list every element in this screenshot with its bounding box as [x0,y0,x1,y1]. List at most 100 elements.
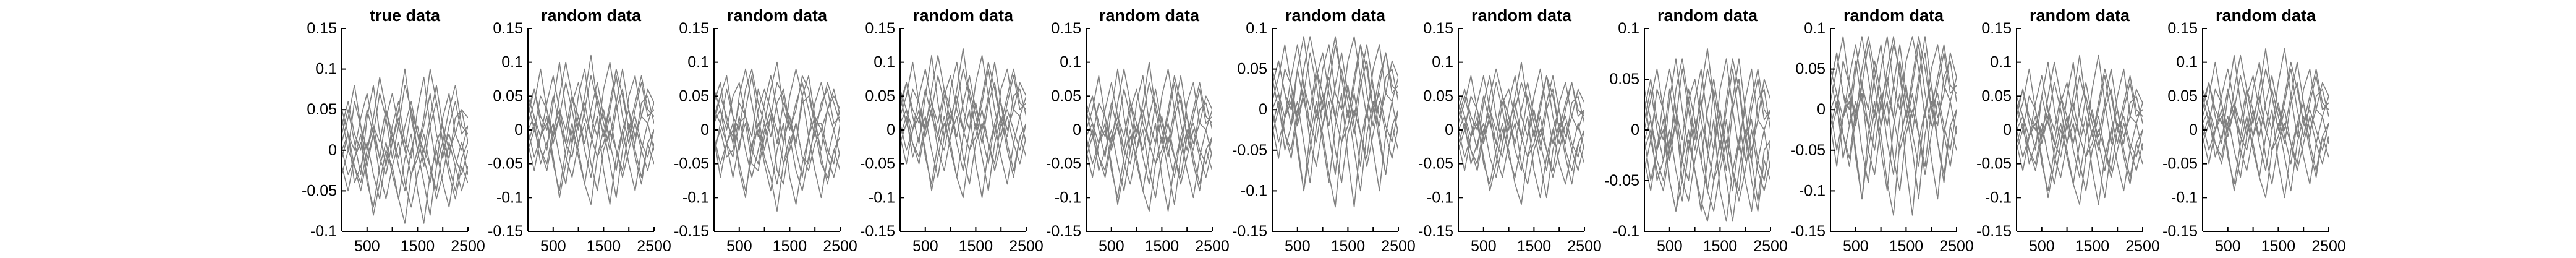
x-tick-label: 1500 [959,238,993,255]
series-line [1458,75,1584,144]
y-tick-label: 0.15 [307,20,337,37]
y-tick-label: 0.15 [1051,20,1081,37]
chart-title: random data [913,6,1014,25]
series-line [2017,116,2143,192]
series-line [900,61,1026,137]
series-group [1830,36,1957,216]
y-tick-label: 0.15 [493,20,523,37]
x-tick-label: 2500 [2311,238,2346,255]
series-line [2203,109,2329,185]
series-line [1830,44,1957,135]
y-tick-label: 0.05 [1051,87,1081,105]
chart-title: random data [1285,6,1386,25]
chart-panel: random data -0.15 -0.1 -0.05 0 0.05 0.1 0.15 500… [1976,6,2160,255]
y-tick-label: 0.15 [679,20,709,37]
series-line [528,116,654,192]
y-tick-label: -0.05 [488,155,523,173]
chart-panel: random data -0.1 -0.05 0 0.05 0.1 500 1500 2500 [1604,6,1788,255]
x-tick-label: 1500 [401,238,435,255]
series-line [1644,58,1770,161]
series-group [1458,61,1584,205]
y-tick-label: -0.1 [1055,189,1081,206]
chart-panel: random data -0.15 -0.1 -0.05 0 0.05 0.1 500 1500… [1232,6,1416,255]
series-group [1272,36,1398,208]
y-tick-label: -0.1 [682,189,709,206]
series-line [1644,119,1770,212]
chart-title: random data [1471,6,1572,25]
chart-panel: random data -0.15 -0.1 -0.05 0 0.05 0.1 0.15 500… [1046,6,1230,255]
y-tick-label: -0.05 [1604,172,1639,189]
chart-title: random data [2216,6,2316,25]
series-line [528,102,654,171]
series-line [1272,36,1398,127]
x-tick-label: 2500 [1567,238,1602,255]
series-line [1272,93,1398,184]
y-tick-label: 0.05 [307,101,337,118]
series-line [2203,95,2329,165]
series-line [714,61,840,137]
x-tick-label: 1500 [773,238,807,255]
y-tick-label: -0.05 [1232,142,1267,159]
x-tick-label: 1500 [1145,238,1180,255]
series-group [900,48,1026,199]
series-line [2017,68,2143,144]
x-tick-label: 500 [2215,238,2241,255]
x-tick-label: 1500 [1331,238,1366,255]
chart-panel: random data -0.15 -0.1 -0.05 0 0.05 0.1 500 1500… [1790,6,1974,255]
series-line [900,109,1026,185]
y-tick-label: -0.05 [860,155,895,173]
y-tick-label: -0.05 [2162,155,2198,173]
series-line [1830,36,1957,127]
y-tick-label: -0.15 [2162,223,2198,240]
series-line [342,76,468,175]
series-line [900,116,1026,199]
y-tick-label: -0.05 [1976,155,2012,173]
series-line [1272,101,1398,208]
y-tick-label: 0 [1817,101,1826,118]
y-tick-label: -0.15 [1046,223,1081,240]
y-tick-label: 0.05 [1423,87,1453,105]
x-tick-label: 2500 [823,238,857,255]
y-tick-label: 0.1 [315,61,337,78]
y-tick-label: -0.1 [1799,182,1826,199]
y-tick-label: 0 [2189,121,2198,139]
y-tick-label: 0.15 [865,20,895,37]
x-tick-label: 500 [1285,238,1311,255]
y-tick-label: 0.05 [1981,87,2012,105]
x-tick-label: 2500 [1753,238,1788,255]
y-tick-label: -0.15 [488,223,523,240]
series-line [1830,36,1957,127]
series-line [1458,123,1584,205]
series-group [342,68,468,224]
series-line [1086,75,1212,151]
series-line [2017,102,2143,171]
series-group [1644,48,1770,222]
y-tick-label: 0.1 [1246,20,1267,37]
y-tick-label: 0.1 [501,54,523,71]
y-tick-label: -0.1 [496,189,523,206]
series-line [528,123,654,205]
y-tick-label: 0.1 [687,54,709,71]
x-tick-label: 1500 [1703,238,1738,255]
series-line [900,95,1026,165]
y-tick-label: 0 [1073,121,1081,139]
y-tick-label: 0 [328,142,337,159]
x-tick-label: 500 [726,238,752,255]
y-tick-label: 0.1 [1060,54,1081,71]
series-line [342,85,468,159]
chart-title: true data [370,6,441,25]
y-tick-label: -0.1 [1613,223,1639,240]
series-line [1830,36,1957,127]
y-tick-label: 0.1 [874,54,895,71]
series-line [342,133,468,224]
x-tick-label: 500 [540,238,566,255]
y-tick-label: -0.15 [860,223,895,240]
chart-title: random data [541,6,642,25]
chart-panel: random data -0.15 -0.1 -0.05 0 0.05 0.1 0.15 500… [860,6,1044,255]
series-line [1830,36,1957,127]
y-tick-label: 0.15 [2167,20,2198,37]
y-tick-label: 0.05 [1795,61,1826,78]
series-line [1830,85,1957,184]
series-line [714,123,840,212]
series-line [342,141,468,224]
